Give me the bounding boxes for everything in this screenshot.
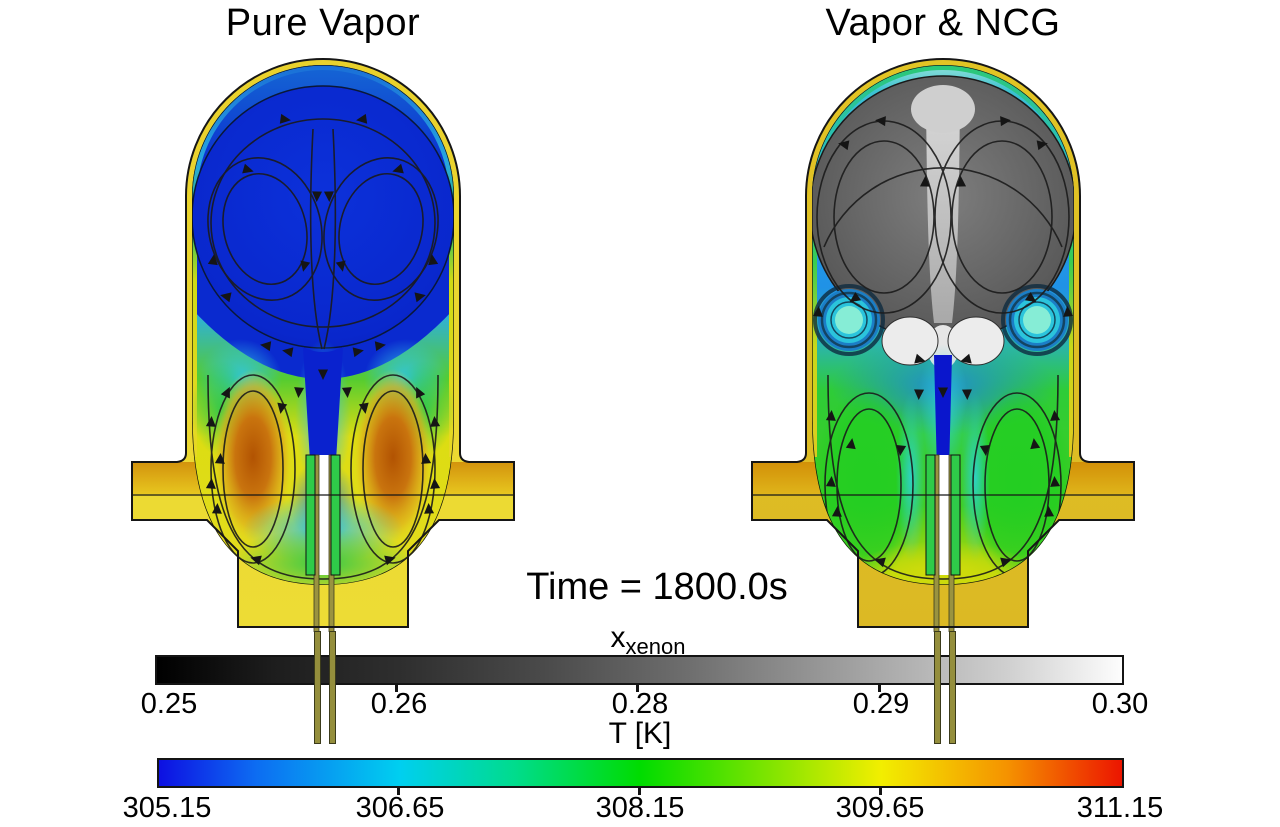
drain-pipe-left-vessel bbox=[329, 631, 336, 744]
drain-pipe-left-vessel bbox=[314, 631, 321, 744]
xenon-colorbar bbox=[155, 655, 1124, 685]
pure-vapor-vessel-figure bbox=[131, 58, 515, 632]
xenon-colorbar-label: xxenon bbox=[528, 621, 768, 660]
vortex-left bbox=[813, 284, 885, 356]
time-annotation: Time = 1800.0s bbox=[526, 566, 788, 608]
xenon-label-base: x bbox=[610, 621, 626, 654]
xenon-label-subscript: xenon bbox=[625, 634, 686, 659]
temperature-tick-label: 305.15 bbox=[122, 792, 212, 824]
xenon-tick-label: 0.30 bbox=[1091, 688, 1149, 720]
drain-pipe-right-vessel bbox=[934, 631, 941, 744]
central-tube bbox=[305, 454, 341, 632]
tick-mark bbox=[395, 683, 398, 692]
vapor-sphere-region bbox=[192, 85, 454, 349]
xenon-tick-label: 0.26 bbox=[370, 688, 428, 720]
tick-mark bbox=[879, 786, 882, 795]
hot-zone-left bbox=[213, 369, 293, 545]
temperature-tick-label: 309.65 bbox=[835, 792, 925, 824]
condensate-blob-right bbox=[947, 316, 1005, 366]
temperature-colorbar-label: T [K] bbox=[608, 717, 672, 750]
temperature-tick-label: 311.15 bbox=[1076, 792, 1164, 824]
panel-title-vapor-ncg: Vapor & NCG bbox=[825, 2, 1061, 44]
hot-zone-right bbox=[353, 369, 433, 545]
vessel-outline bbox=[751, 58, 1135, 628]
vessel-outline bbox=[131, 58, 515, 628]
temperature-tick-label: 306.65 bbox=[355, 792, 445, 824]
tick-mark bbox=[636, 683, 639, 692]
streamlines bbox=[207, 118, 439, 580]
xenon-tick-label: 0.25 bbox=[140, 688, 198, 720]
tick-mark bbox=[638, 786, 641, 795]
central-tube bbox=[925, 454, 961, 632]
xenon-tick-label: 0.29 bbox=[852, 688, 910, 720]
tick-mark bbox=[397, 786, 400, 795]
xenon-tick-label: 0.28 bbox=[611, 688, 669, 720]
temperature-colorbar bbox=[157, 758, 1124, 788]
panel-title-pure-vapor: Pure Vapor bbox=[225, 2, 421, 44]
temperature-tick-label: 308.15 bbox=[595, 792, 685, 824]
vapor-ncg-vessel-figure bbox=[751, 58, 1135, 632]
condensate-blob-left bbox=[881, 316, 939, 366]
vortex-right bbox=[1001, 284, 1073, 356]
tick-mark bbox=[878, 683, 881, 692]
drain-pipe-right-vessel bbox=[949, 631, 956, 744]
